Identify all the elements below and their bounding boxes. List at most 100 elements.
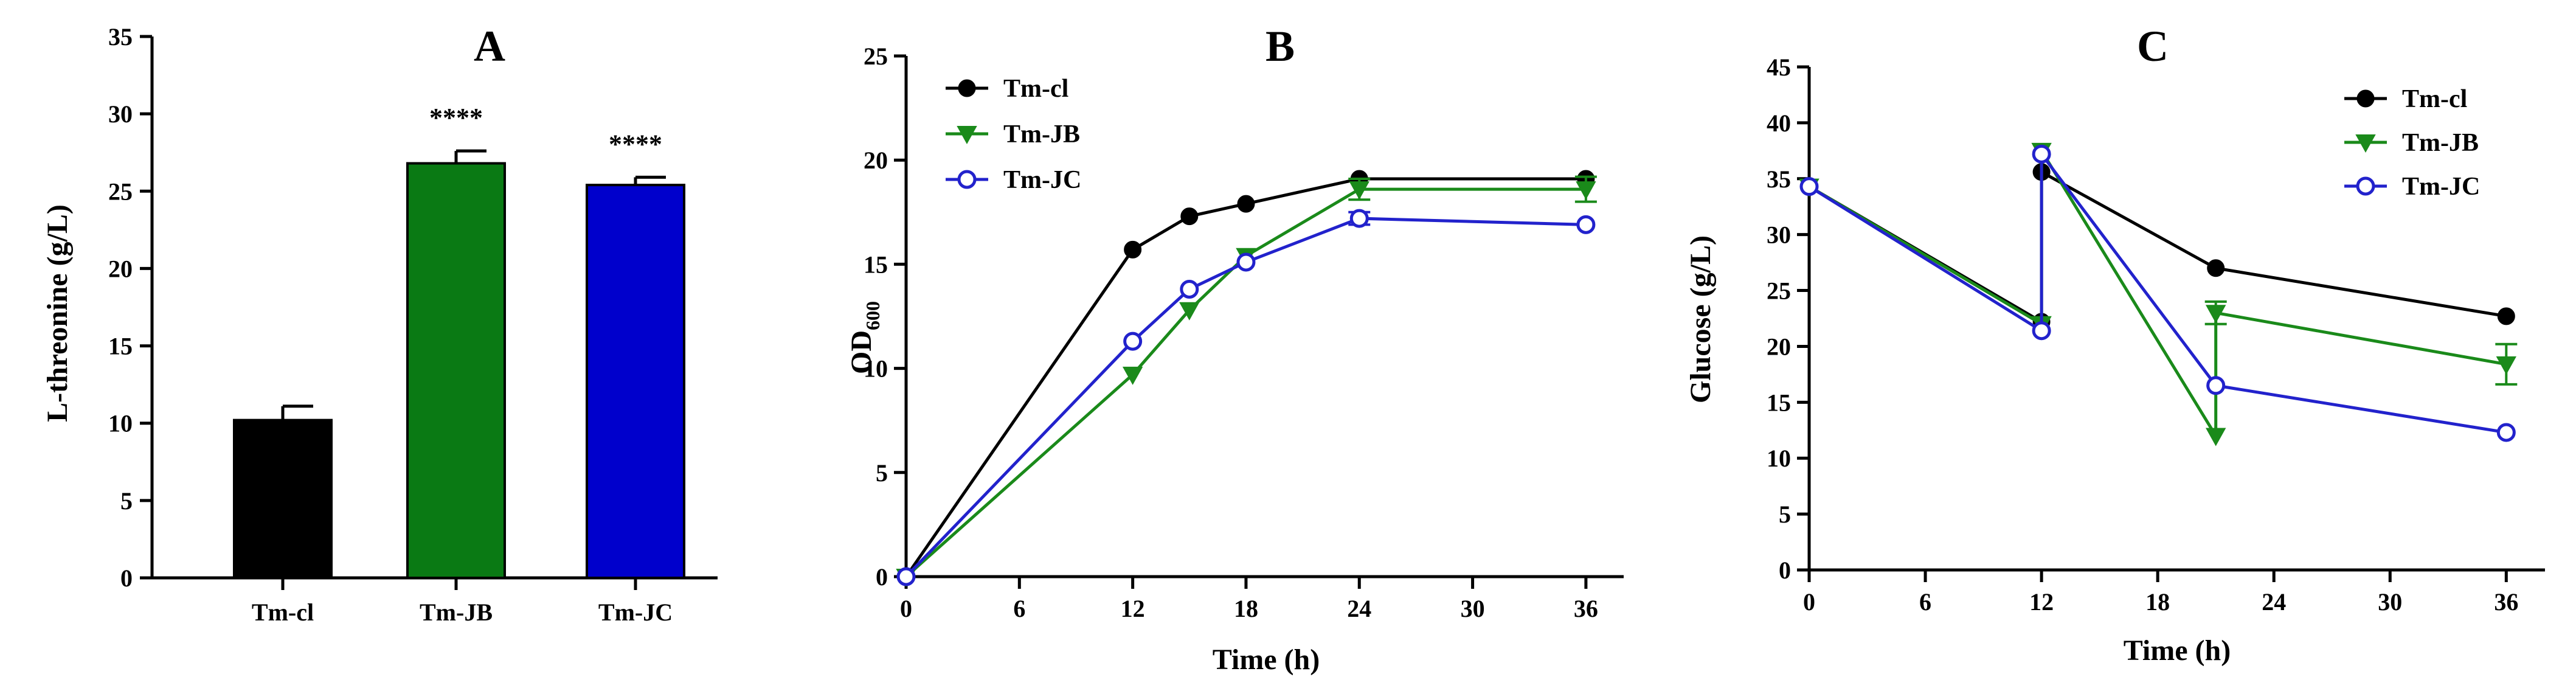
panel-c-series-tm-cl-point: [2497, 307, 2515, 325]
panel-c-legend-label-tm-jc: Tm-JC: [2402, 173, 2480, 201]
panel-c-x-tick-label: 36: [2494, 588, 2518, 616]
panel-c-series-tm-jc-point: [2032, 144, 2051, 164]
panel-a-significance-label: ****: [429, 103, 483, 133]
panel-b-series-tm-jb-point: [1576, 181, 1596, 200]
panel-b-legend-marker-tm-jb: [957, 126, 977, 145]
panel-b-y-tick-label: 15: [864, 251, 888, 278]
panel-c-series-tm-jb-line: [1808, 145, 2507, 442]
panel-a-x-tick-label: Tm-cl: [252, 599, 314, 626]
panel-a-y-tick-label: 30: [108, 100, 133, 128]
panel-b-y-axis-title-main: OD: [845, 330, 878, 374]
panel-c-title: C: [2137, 22, 2169, 71]
panel-b-series-tm-jc-point: [1180, 279, 1199, 299]
panel-b-series-tm-jc-point: [896, 567, 916, 586]
panel-b-series-tm-jc-point: [1576, 215, 1596, 234]
panel-b-y-tick-label: 20: [864, 147, 888, 174]
panel-c-x-tick-label: 24: [2262, 588, 2286, 616]
panel-c-x-tick-label: 12: [2029, 588, 2054, 616]
panel-a-y-axis-title: L-threonine (g/L): [41, 204, 74, 422]
panel-a-y-tick-label: 5: [120, 487, 133, 515]
panel-c-y-tick-label: 15: [1767, 389, 1791, 416]
panel-b-x-axis-title: Time (h): [1213, 644, 1320, 676]
panel-c-series-tm-cl-point: [2207, 259, 2225, 277]
panel-a-y-tick-label: 20: [108, 255, 133, 282]
panel-a-x-tick-label: Tm-JC: [598, 599, 673, 626]
panel-b-y-axis-title: OD600: [845, 301, 884, 374]
panel-b-series-tm-jc-line: [905, 217, 1586, 578]
panel-a-bar-tm-jc: [586, 184, 685, 580]
panel-b-series-tm-cl-point: [1124, 240, 1142, 259]
panel-c-series-tm-jc-point: [1799, 177, 1819, 196]
panel-c-series-tm-jc-point: [2206, 376, 2226, 395]
panel-c-y-tick-label: 20: [1767, 333, 1791, 360]
panel-b-x-tick-label: 36: [1574, 595, 1598, 622]
panel-b-x-tick-label: 30: [1461, 595, 1485, 622]
panel-a-title: A: [474, 22, 505, 71]
panel-b-series-tm-jc-point: [1236, 252, 1256, 272]
panel-a-y-tick-label: 15: [108, 333, 133, 360]
panel-c-y-tick-label: 10: [1767, 445, 1791, 472]
panel-c-legend-marker-tm-cl: [2356, 89, 2375, 108]
panel-b-series-tm-jc-point: [1123, 332, 1143, 351]
panel-c-y-tick-label: 45: [1767, 54, 1791, 81]
panel-b-series-tm-jb-point: [1122, 366, 1143, 385]
panel-b-legend-label-tm-jc: Tm-JC: [1003, 166, 1081, 194]
panel-a-y-tick-label: 0: [120, 564, 133, 592]
panel-a-marks: 0 5 10 15 20 25 30 35 Tm-cl Tm-JB **** Tm-JC ****: [108, 23, 718, 626]
panel-a-bar-tm-cl: [233, 418, 333, 580]
panel-c-y-tick-label: 25: [1767, 277, 1791, 305]
panel-b-y-tick-label: 10: [864, 355, 888, 383]
panel-c-legend-label-tm-jb: Tm-JB: [2402, 129, 2479, 157]
panel-c-y-tick-label: 30: [1767, 221, 1791, 249]
panel-b-y-tick-label: 0: [876, 563, 888, 591]
panel-b-x-tick-label: 24: [1347, 595, 1371, 622]
panel-a-y-tick-label: 10: [108, 410, 133, 437]
panel-b-x-tick-label: 12: [1121, 595, 1145, 622]
panel-c-x-tick-label: 18: [2145, 588, 2170, 616]
panel-a-significance-label: ****: [609, 129, 662, 159]
panel-b-series-tm-jb-point: [1349, 181, 1369, 200]
panel-c-series-tm-jc-point: [2032, 321, 2051, 341]
panel-c-x-tick-label: 6: [1919, 588, 1931, 616]
panel-c-y-tick-label: 40: [1767, 109, 1791, 137]
panel-a-bar-tm-jb: [406, 162, 506, 579]
panel-b-line-chart: B Time (h) OD600 0 5 10 15 20 25 0 6 12 18 24 30 36 T…: [845, 22, 1624, 676]
panel-a-x-tick-label: Tm-JB: [420, 599, 493, 626]
panel-c-x-tick-label: 0: [1803, 588, 1815, 616]
panel-b-series-tm-cl-line: [904, 177, 1586, 578]
panel-c-series-tm-jc-point: [2496, 423, 2516, 442]
panel-b-series-tm-jb-line: [905, 187, 1586, 578]
panel-b-marks: 0 5 10 15 20 25 0 6 12 18 24 30 36 Tm-cl Tm-JB Tm-JC: [864, 43, 1624, 622]
panel-c-x-tick-label: 30: [2378, 588, 2402, 616]
panel-b-y-tick-label: 25: [864, 43, 888, 70]
panel-c-series-tm-jb-point: [2205, 305, 2226, 324]
panel-c-series-tm-jb-point: [2496, 356, 2517, 375]
panel-c-series-tm-jb-point: [2205, 428, 2226, 446]
panel-c-y-tick-label: 0: [1779, 557, 1791, 584]
panel-b-series-tm-cl-point: [1180, 207, 1199, 226]
panel-b-series-tm-cl-point: [1237, 195, 1255, 213]
panel-a-bar-chart: A L-threonine (g/L) 0 5 10 15 20 25 30 35 Tm-cl T…: [41, 22, 718, 626]
panel-b-legend-marker-tm-cl: [958, 79, 976, 97]
panel-b-legend-label-tm-jb: Tm-JB: [1003, 120, 1080, 148]
panel-c-legend-label-tm-cl: Tm-cl: [2402, 85, 2467, 113]
panel-b-legend-label-tm-cl: Tm-cl: [1003, 75, 1068, 103]
panel-c-y-tick-label: 35: [1767, 165, 1791, 193]
panel-a-y-tick-label: 25: [108, 178, 133, 205]
panel-b-y-tick-label: 5: [876, 459, 888, 487]
panel-b-y-axis-title-subscript: 600: [862, 301, 884, 330]
panel-b-x-tick-label: 18: [1234, 595, 1258, 622]
panel-b-series-tm-jc-point: [1349, 209, 1369, 228]
panel-b-x-tick-label: 0: [900, 595, 912, 622]
panel-c-legend-marker-tm-jb: [2355, 134, 2376, 153]
panel-b-x-tick-label: 6: [1013, 595, 1025, 622]
panel-c-y-tick-label: 5: [1779, 501, 1791, 528]
panel-c-line-chart: C Time (h) Glucose (g/L) 0 5 10 15 20 25 30 35 4…: [1684, 22, 2545, 667]
panel-c-legend-marker-tm-jc: [2356, 176, 2375, 196]
panel-c-x-axis-title: Time (h): [2124, 634, 2231, 667]
panel-b-series-tm-jb-point: [1179, 302, 1200, 321]
panel-b-legend-marker-tm-jc: [957, 170, 977, 189]
panel-b-title: B: [1265, 22, 1295, 71]
panel-a-y-tick-label: 35: [108, 23, 133, 50]
